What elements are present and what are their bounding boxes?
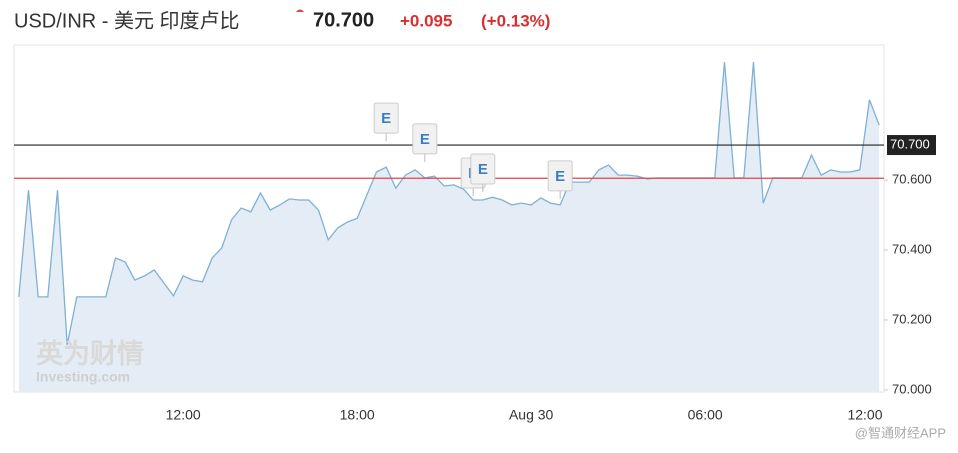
area-fill [18, 62, 880, 392]
watermark: Investing.com [36, 369, 130, 385]
event-box [547, 160, 573, 192]
event-marker: E [555, 168, 565, 185]
change: +0.095 [400, 11, 452, 30]
x-tick-label: Aug 30 [509, 407, 554, 423]
plot [14, 62, 884, 392]
change-percent: (+0.13%) [481, 11, 550, 30]
credit: @智通财经APP [855, 425, 946, 440]
chart-title: USD/INR - 美元 印度卢比 [14, 9, 240, 32]
event-marker: E [381, 110, 391, 127]
y-tick-label: 70.400 [892, 241, 932, 256]
event-box [412, 123, 438, 155]
x-tick-label: 18:00 [340, 407, 375, 423]
last-price-label: 70.700 [890, 136, 930, 151]
event-marker: E [478, 161, 488, 178]
watermark: 英为财情 [36, 339, 144, 369]
y-tick-label: 70.600 [892, 171, 932, 186]
price: 70.700 [313, 9, 374, 31]
status-icon [296, 9, 304, 12]
x-tick-label: 06:00 [688, 407, 723, 423]
x-tick-label: 12:00 [847, 407, 882, 423]
last-price-box [887, 135, 936, 156]
event-marker: E [420, 131, 430, 148]
x-tick-label: 12:00 [166, 407, 201, 423]
event-box [470, 153, 496, 185]
y-tick-label: 70.000 [892, 381, 932, 396]
y-tick-label: 70.200 [892, 311, 932, 326]
event-box [373, 102, 399, 134]
